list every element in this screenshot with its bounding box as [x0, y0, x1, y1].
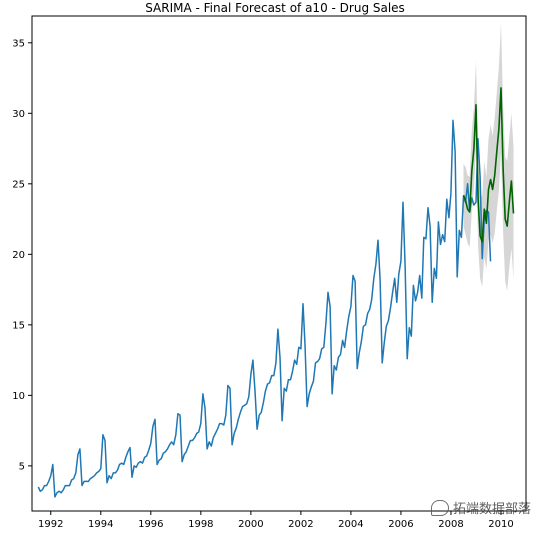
y-tick-label: 25 [12, 179, 25, 190]
x-tick-label: 2008 [438, 519, 463, 530]
x-tick-label: 2010 [488, 519, 513, 530]
y-tick-label: 15 [12, 320, 25, 331]
y-tick-label: 10 [12, 391, 25, 402]
forecast-series [462, 87, 515, 243]
x-tick-label: 2000 [238, 519, 263, 530]
x-tick-label: 2002 [288, 519, 313, 530]
x-tick-label: 1992 [38, 519, 63, 530]
plot-area [31, 15, 527, 512]
y-tick-label: 5 [19, 461, 25, 472]
x-tick-label: 1996 [138, 519, 163, 530]
y-tick-label: 35 [12, 38, 25, 49]
x-tick-label: 2006 [388, 519, 413, 530]
x-tick-label: 1994 [88, 519, 113, 530]
axis-ticks: 1992 1994 1996 1998 2000 2002 2004 2006 2008 2010… [12, 38, 513, 530]
forecast-line [462, 87, 515, 243]
chat-bubble-icon [430, 499, 449, 516]
x-tick-label: 1998 [188, 519, 213, 530]
chart-title: SARIMA - Final Forecast of a10 - Drug Sa… [145, 1, 405, 15]
x-tick-label: 2004 [338, 519, 363, 530]
observed-line [37, 119, 492, 498]
watermark-text: 拓端数据部落 [452, 502, 531, 517]
watermark: 拓端数据部落 [430, 498, 531, 517]
observed-series [37, 119, 492, 498]
y-tick-label: 30 [12, 109, 25, 120]
y-tick-label: 20 [12, 250, 25, 261]
